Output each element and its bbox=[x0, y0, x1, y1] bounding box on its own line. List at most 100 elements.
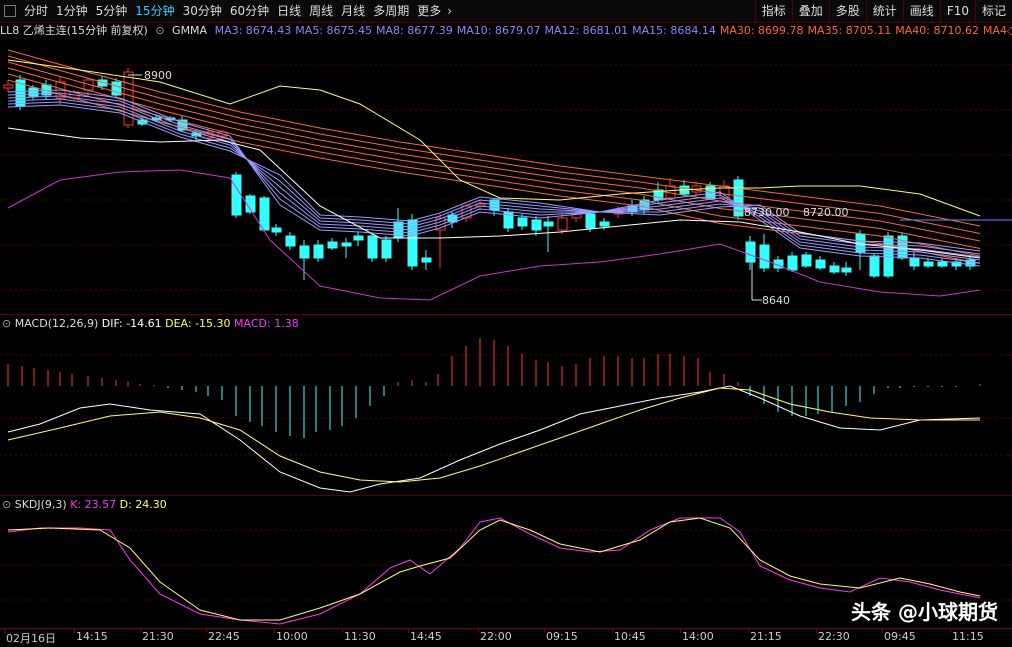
dif-line bbox=[7, 385, 981, 493]
candle-body bbox=[421, 257, 432, 263]
panel-toggle-icon[interactable] bbox=[4, 5, 16, 17]
candle-body bbox=[245, 195, 256, 213]
time-tick bbox=[950, 629, 951, 633]
candle-body bbox=[123, 71, 134, 126]
time-label: 22:30 bbox=[818, 630, 850, 643]
period-tab[interactable]: 5分钟 bbox=[95, 4, 128, 18]
period-tab[interactable]: 60分钟 bbox=[229, 4, 270, 18]
candle-body bbox=[271, 227, 282, 233]
time-tick bbox=[680, 629, 681, 633]
candle-body bbox=[381, 239, 392, 259]
period-tab[interactable]: 月线 bbox=[341, 4, 366, 18]
macd-name[interactable]: MACD(12,26,9) bbox=[14, 317, 99, 330]
candle-body bbox=[951, 261, 962, 267]
candle-body bbox=[909, 257, 920, 267]
gmma-short-line bbox=[7, 89, 981, 267]
candle-body bbox=[745, 241, 756, 263]
toolbar-button[interactable]: 标记 bbox=[974, 0, 1012, 22]
time-tick bbox=[4, 629, 5, 633]
period-tab[interactable]: 15分钟 bbox=[135, 4, 175, 18]
indicator-name[interactable]: GMMA bbox=[172, 24, 208, 37]
ma-value: MA3: 8674.43 bbox=[214, 24, 292, 37]
time-tick bbox=[274, 629, 275, 633]
candle-body bbox=[557, 217, 568, 231]
ma-value: MA35: 8705.11 bbox=[807, 24, 892, 37]
toolbar-button[interactable]: 画线 bbox=[902, 0, 940, 22]
time-label: 10:45 bbox=[614, 630, 646, 643]
time-label: 14:15 bbox=[76, 630, 108, 643]
time-tick bbox=[748, 629, 749, 633]
period-tab[interactable]: 1分钟 bbox=[56, 4, 88, 18]
time-tick bbox=[74, 629, 75, 633]
period-tabs: 分时 1分钟 5分钟 15分钟 30分钟 60分钟 日线 周线 月线 多周期 更多 bbox=[20, 0, 445, 22]
settings-icon[interactable]: ⊙ bbox=[155, 24, 165, 37]
skdj-panel-border bbox=[0, 495, 1012, 496]
ma-value: MA5: 8675.45 bbox=[295, 24, 373, 37]
d-line bbox=[7, 517, 981, 621]
period-tab[interactable]: 日线 bbox=[277, 4, 302, 18]
time-axis: 02月16日 14:15 21:30 22:45 10:00 11:30 14:45 22:0… bbox=[0, 628, 1012, 647]
watermark: 头条 @小球期货 bbox=[851, 600, 998, 624]
gmma-short-line bbox=[7, 92, 981, 264]
candle-body bbox=[313, 244, 324, 259]
time-label: 11:15 bbox=[952, 630, 984, 643]
upper-band bbox=[7, 59, 981, 217]
period-tab[interactable]: 30分钟 bbox=[182, 4, 222, 18]
time-tick bbox=[816, 629, 817, 633]
ma-value: MA8: 8677.39 bbox=[376, 24, 453, 37]
candle-body bbox=[299, 245, 310, 259]
period-tab[interactable]: 多周期 bbox=[373, 4, 410, 18]
gmma-long-line bbox=[7, 49, 981, 227]
ma-value: MA40: 8710.62 bbox=[895, 24, 979, 37]
candle-body bbox=[177, 119, 188, 131]
macd-settings-icon[interactable]: ⊙ bbox=[2, 317, 12, 330]
ma-value: MA4◇ bbox=[982, 24, 1012, 37]
ma-value: MA30: 8699.78 bbox=[719, 24, 804, 37]
symbol-title[interactable]: LL8 乙烯主连(15分钟 前复权) bbox=[0, 24, 148, 37]
macd-dif: DIF: -14.61 bbox=[101, 317, 162, 330]
candle-body bbox=[285, 235, 296, 247]
gmma-long-line bbox=[7, 61, 981, 242]
time-tick bbox=[478, 629, 479, 633]
toolbar-button[interactable]: 指标 bbox=[754, 0, 792, 22]
skdj-name[interactable]: SKDJ(9,3) bbox=[14, 498, 67, 511]
skdj-title: ⊙ SKDJ(9,3) K: 23.57 D: 24.30 bbox=[2, 498, 167, 512]
candle-body bbox=[883, 235, 894, 277]
chevron-right-icon[interactable]: › bbox=[447, 4, 453, 18]
ma-value: MA12: 8681.01 bbox=[544, 24, 629, 37]
ma-value: MA10: 8679.07 bbox=[456, 24, 541, 37]
gmma-long-line bbox=[7, 67, 981, 249]
candle-body bbox=[531, 219, 542, 231]
candle-body bbox=[759, 244, 770, 269]
candle-body bbox=[923, 261, 934, 267]
chart-canvas[interactable]: 8900 8640 8730.00 8720.00 bbox=[0, 0, 1012, 628]
time-tick bbox=[342, 629, 343, 633]
ma-values: MA3: 8674.43 MA5: 8675.45 MA8: 8677.39 MA10… bbox=[215, 24, 1012, 37]
period-toolbar: 分时 1分钟 5分钟 15分钟 30分钟 60分钟 日线 周线 月线 多周期 更多 › 指标 叠加 多股… bbox=[0, 0, 1012, 23]
time-label: 11:30 bbox=[344, 630, 376, 643]
time-label: 10:00 bbox=[276, 630, 308, 643]
period-tab[interactable]: 周线 bbox=[309, 4, 334, 18]
skdj-d: D: 24.30 bbox=[119, 498, 167, 511]
chart-title-bar: LL8 乙烯主连(15分钟 前复权) ⊙ GMMA MA3: 8674.43 MA… bbox=[0, 23, 1012, 39]
time-tick bbox=[206, 629, 207, 633]
macd-title: ⊙ MACD(12,26,9) DIF: -14.61 DEA: -15.30 … bbox=[2, 317, 299, 331]
macd-dea: DEA: -15.30 bbox=[165, 317, 231, 330]
toolbar-button[interactable]: 叠加 bbox=[791, 0, 829, 22]
candle-body bbox=[259, 197, 270, 231]
high-price-label: 8900 bbox=[144, 69, 172, 82]
candle-body bbox=[869, 255, 880, 277]
time-label: 14:00 bbox=[682, 630, 714, 643]
time-label: 22:00 bbox=[480, 630, 512, 643]
period-tab[interactable]: 更多 bbox=[417, 4, 442, 18]
toolbar-right-buttons: 指标 叠加 多股 统计 画线 F10 标记 bbox=[754, 0, 1012, 22]
toolbar-button[interactable]: F10 bbox=[939, 0, 975, 22]
skdj-settings-icon[interactable]: ⊙ bbox=[2, 498, 12, 511]
toolbar-button[interactable]: 多股 bbox=[828, 0, 866, 22]
toolbar-button[interactable]: 统计 bbox=[865, 0, 903, 22]
gmma-long-line bbox=[7, 73, 981, 257]
time-tick bbox=[612, 629, 613, 633]
candle-body bbox=[28, 87, 39, 97]
lower-band bbox=[7, 169, 981, 301]
period-tab[interactable]: 分时 bbox=[24, 4, 49, 18]
